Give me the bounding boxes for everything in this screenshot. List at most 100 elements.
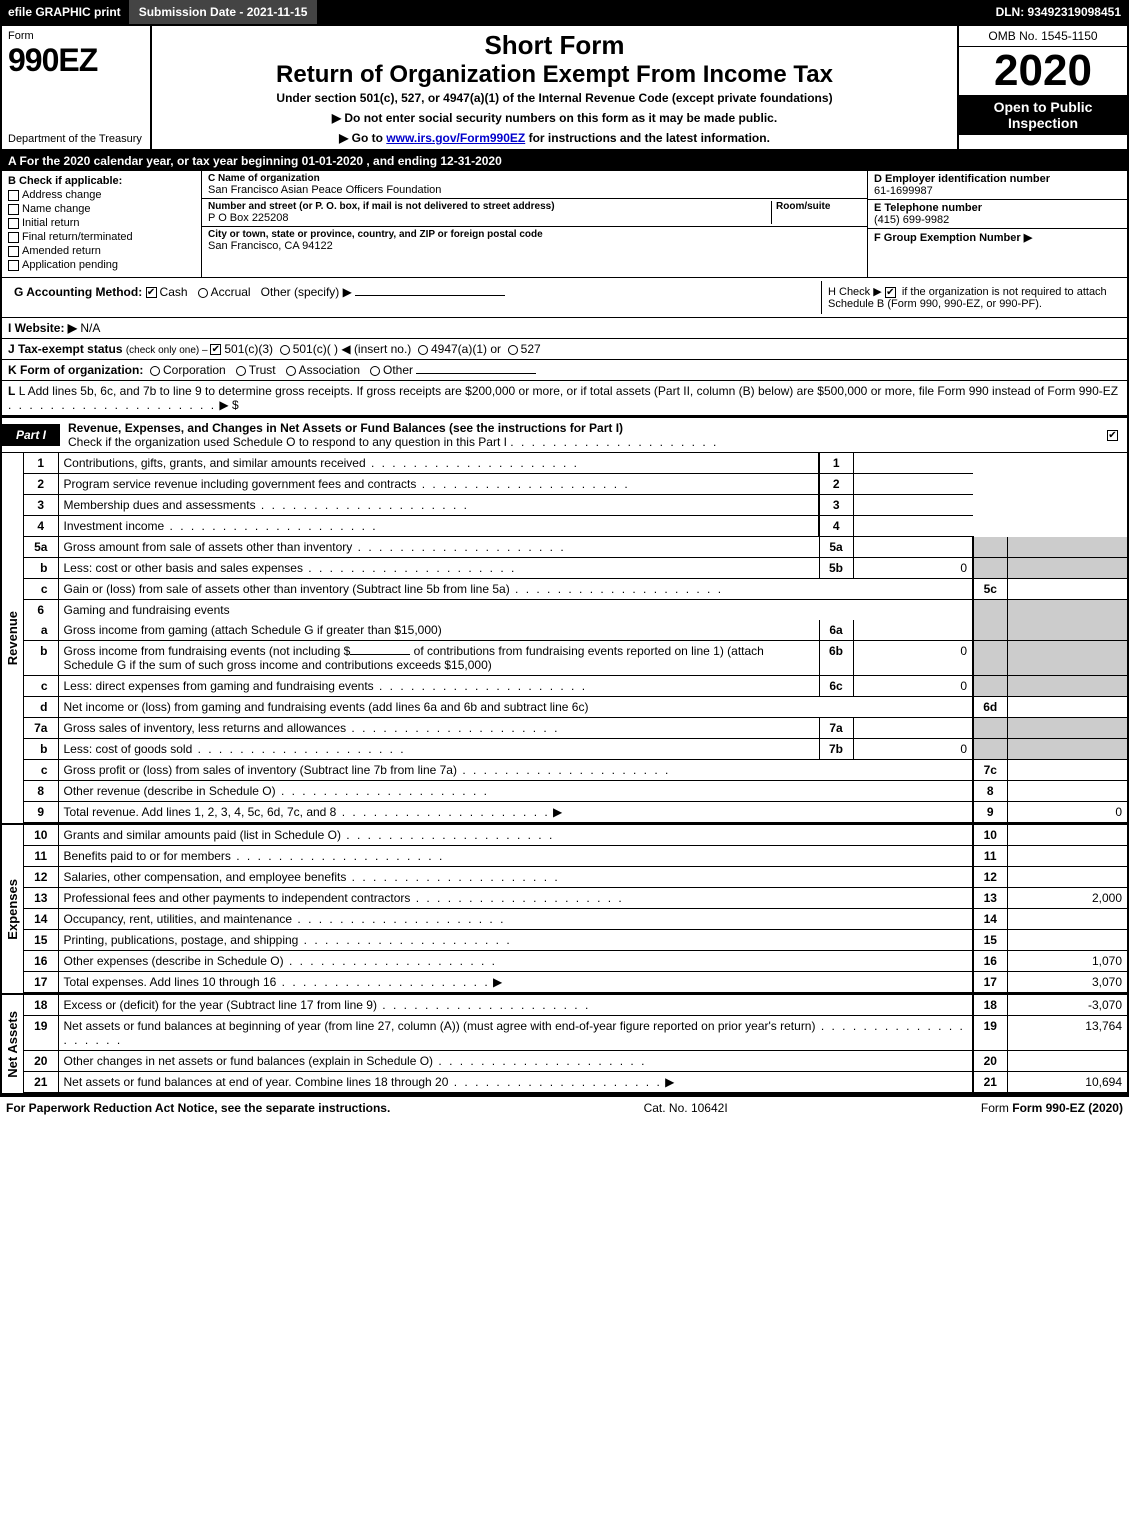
city: San Francisco, CA 94122 bbox=[208, 240, 861, 252]
row-5c: cGain or (loss) from sale of assets othe… bbox=[24, 579, 1127, 600]
row-6: 6Gaming and fundraising events bbox=[24, 600, 1127, 621]
row-7c: cGross profit or (loss) from sales of in… bbox=[24, 760, 1127, 781]
row-6c: cLess: direct expenses from gaming and f… bbox=[24, 676, 1127, 697]
i-value: N/A bbox=[80, 321, 100, 335]
omb-number: OMB No. 1545-1150 bbox=[959, 26, 1127, 47]
g-label: G Accounting Method: bbox=[14, 285, 142, 299]
footer-left: For Paperwork Reduction Act Notice, see … bbox=[6, 1101, 390, 1115]
form-word: Form bbox=[8, 30, 144, 42]
row-5a: 5aGross amount from sale of assets other… bbox=[24, 537, 1127, 558]
row-10: 10Grants and similar amounts paid (list … bbox=[24, 825, 1127, 846]
row-8: 8Other revenue (describe in Schedule O)8 bbox=[24, 781, 1127, 802]
room-label: Room/suite bbox=[776, 201, 861, 212]
org-name-label: C Name of organization bbox=[208, 173, 861, 184]
box-b-header: B Check if applicable: bbox=[8, 175, 195, 187]
chk-initial-return[interactable]: Initial return bbox=[8, 217, 195, 229]
group-exemption-label: F Group Exemption Number ▶ bbox=[874, 231, 1121, 244]
tel: (415) 699-9982 bbox=[874, 214, 1121, 226]
revenue-group: Revenue 1Contributions, gifts, grants, a… bbox=[2, 453, 1127, 823]
chk-address-change[interactable]: Address change bbox=[8, 189, 195, 201]
header-right: OMB No. 1545-1150 2020 Open to Public In… bbox=[957, 26, 1127, 149]
expenses-group: Expenses 10Grants and similar amounts pa… bbox=[2, 823, 1127, 993]
i-label: I Website: ▶ bbox=[8, 321, 77, 335]
l-amt-lbl: ▶ $ bbox=[219, 398, 238, 412]
j-detail: (check only one) – bbox=[126, 345, 211, 356]
k-other-input[interactable] bbox=[416, 373, 536, 374]
row-9: 9Total revenue. Add lines 1, 2, 3, 4, 5c… bbox=[24, 802, 1127, 823]
city-label: City or town, state or province, country… bbox=[208, 229, 861, 240]
chk-corporation[interactable] bbox=[150, 366, 160, 376]
chk-accrual[interactable] bbox=[198, 288, 208, 298]
chk-4947[interactable] bbox=[418, 345, 428, 355]
chk-final-return[interactable]: Final return/terminated bbox=[8, 231, 195, 243]
expenses-tab: Expenses bbox=[2, 825, 24, 993]
chk-part1-scho[interactable] bbox=[1107, 430, 1118, 441]
section-bcd: B Check if applicable: Address change Na… bbox=[2, 171, 1127, 278]
chk-amended-return[interactable]: Amended return bbox=[8, 245, 195, 257]
row-6d: dNet income or (loss) from gaming and fu… bbox=[24, 697, 1127, 718]
chk-trust[interactable] bbox=[236, 366, 246, 376]
part1-title: Revenue, Expenses, and Changes in Net As… bbox=[68, 421, 1093, 435]
irs-link[interactable]: www.irs.gov/Form990EZ bbox=[386, 131, 525, 145]
chk-cash[interactable] bbox=[146, 287, 157, 298]
l-dots bbox=[8, 398, 216, 412]
chk-h[interactable] bbox=[885, 287, 896, 298]
chk-name-change[interactable]: Name change bbox=[8, 203, 195, 215]
form-number: 990EZ bbox=[8, 42, 144, 79]
g-other: Other (specify) ▶ bbox=[261, 285, 352, 299]
tax-year: 2020 bbox=[959, 47, 1127, 95]
box-k: K Form of organization: Corporation Trus… bbox=[2, 360, 1127, 381]
dept-treasury: Department of the Treasury bbox=[8, 133, 144, 145]
box-i: I Website: ▶ N/A bbox=[2, 318, 1127, 339]
ein: 61-1699987 bbox=[874, 185, 1121, 197]
part1-header: Part I Revenue, Expenses, and Changes in… bbox=[2, 416, 1127, 453]
chk-501c[interactable] bbox=[280, 345, 290, 355]
box-def: D Employer identification number 61-1699… bbox=[867, 171, 1127, 277]
short-form-title: Short Form bbox=[484, 30, 624, 61]
chk-application-pending[interactable]: Application pending bbox=[8, 259, 195, 271]
row-18: 18Excess or (deficit) for the year (Subt… bbox=[24, 995, 1127, 1016]
row-13: 13Professional fees and other payments t… bbox=[24, 888, 1127, 909]
row-14: 14Occupancy, rent, utilities, and mainte… bbox=[24, 909, 1127, 930]
row-11: 11Benefits paid to or for members11 bbox=[24, 846, 1127, 867]
ssn-note: ▶ Do not enter social security numbers o… bbox=[332, 111, 777, 125]
part1-check-text: Check if the organization used Schedule … bbox=[68, 435, 507, 449]
row-6b: bGross income from fundraising events (n… bbox=[24, 641, 1127, 676]
street-label: Number and street (or P. O. box, if mail… bbox=[208, 201, 771, 212]
dln: DLN: 93492319098451 bbox=[988, 0, 1129, 24]
box-g: G Accounting Method: Cash Accrual Other … bbox=[8, 281, 821, 314]
part1-tag: Part I bbox=[2, 424, 60, 446]
row-gh: G Accounting Method: Cash Accrual Other … bbox=[2, 278, 1127, 318]
street: P O Box 225208 bbox=[208, 212, 771, 224]
l-text: L Add lines 5b, 6c, and 7b to line 9 to … bbox=[19, 384, 1118, 398]
chk-association[interactable] bbox=[286, 366, 296, 376]
expenses-table: 10Grants and similar amounts paid (list … bbox=[24, 825, 1127, 993]
j-label: J Tax-exempt status bbox=[8, 342, 123, 356]
box-l: L L Add lines 5b, 6c, and 7b to line 9 t… bbox=[2, 381, 1127, 416]
h-text: H Check ▶ bbox=[828, 286, 885, 298]
netassets-tab: Net Assets bbox=[2, 995, 24, 1093]
tax-period-bar: A For the 2020 calendar year, or tax yea… bbox=[2, 151, 1127, 171]
chk-527[interactable] bbox=[508, 345, 518, 355]
netassets-group: Net Assets 18Excess or (deficit) for the… bbox=[2, 993, 1127, 1093]
chk-other-org[interactable] bbox=[370, 366, 380, 376]
form-title: Return of Organization Exempt From Incom… bbox=[276, 61, 833, 89]
row-4: 4Investment income4 bbox=[24, 516, 1127, 537]
row-21: 21Net assets or fund balances at end of … bbox=[24, 1072, 1127, 1093]
box-h: H Check ▶ if the organization is not req… bbox=[821, 281, 1121, 314]
row-3: 3Membership dues and assessments3 bbox=[24, 495, 1127, 516]
chk-501c3[interactable] bbox=[210, 344, 221, 355]
form-subtitle: Under section 501(c), 527, or 4947(a)(1)… bbox=[276, 91, 832, 105]
ein-label: D Employer identification number bbox=[874, 173, 1121, 185]
box-c: C Name of organization San Francisco Asi… bbox=[202, 171, 867, 277]
page-footer: For Paperwork Reduction Act Notice, see … bbox=[0, 1095, 1129, 1119]
efile-label: efile GRAPHIC print bbox=[0, 0, 129, 24]
footer-center: Cat. No. 10642I bbox=[644, 1101, 728, 1115]
header-center: Short Form Return of Organization Exempt… bbox=[152, 26, 957, 149]
k-label: K Form of organization: bbox=[8, 363, 143, 377]
row-7a: 7aGross sales of inventory, less returns… bbox=[24, 718, 1127, 739]
goto-suffix: for instructions and the latest informat… bbox=[529, 131, 770, 145]
form-header: Form 990EZ Department of the Treasury Sh… bbox=[2, 26, 1127, 151]
row-2: 2Program service revenue including gover… bbox=[24, 474, 1127, 495]
g-other-input[interactable] bbox=[355, 295, 505, 296]
